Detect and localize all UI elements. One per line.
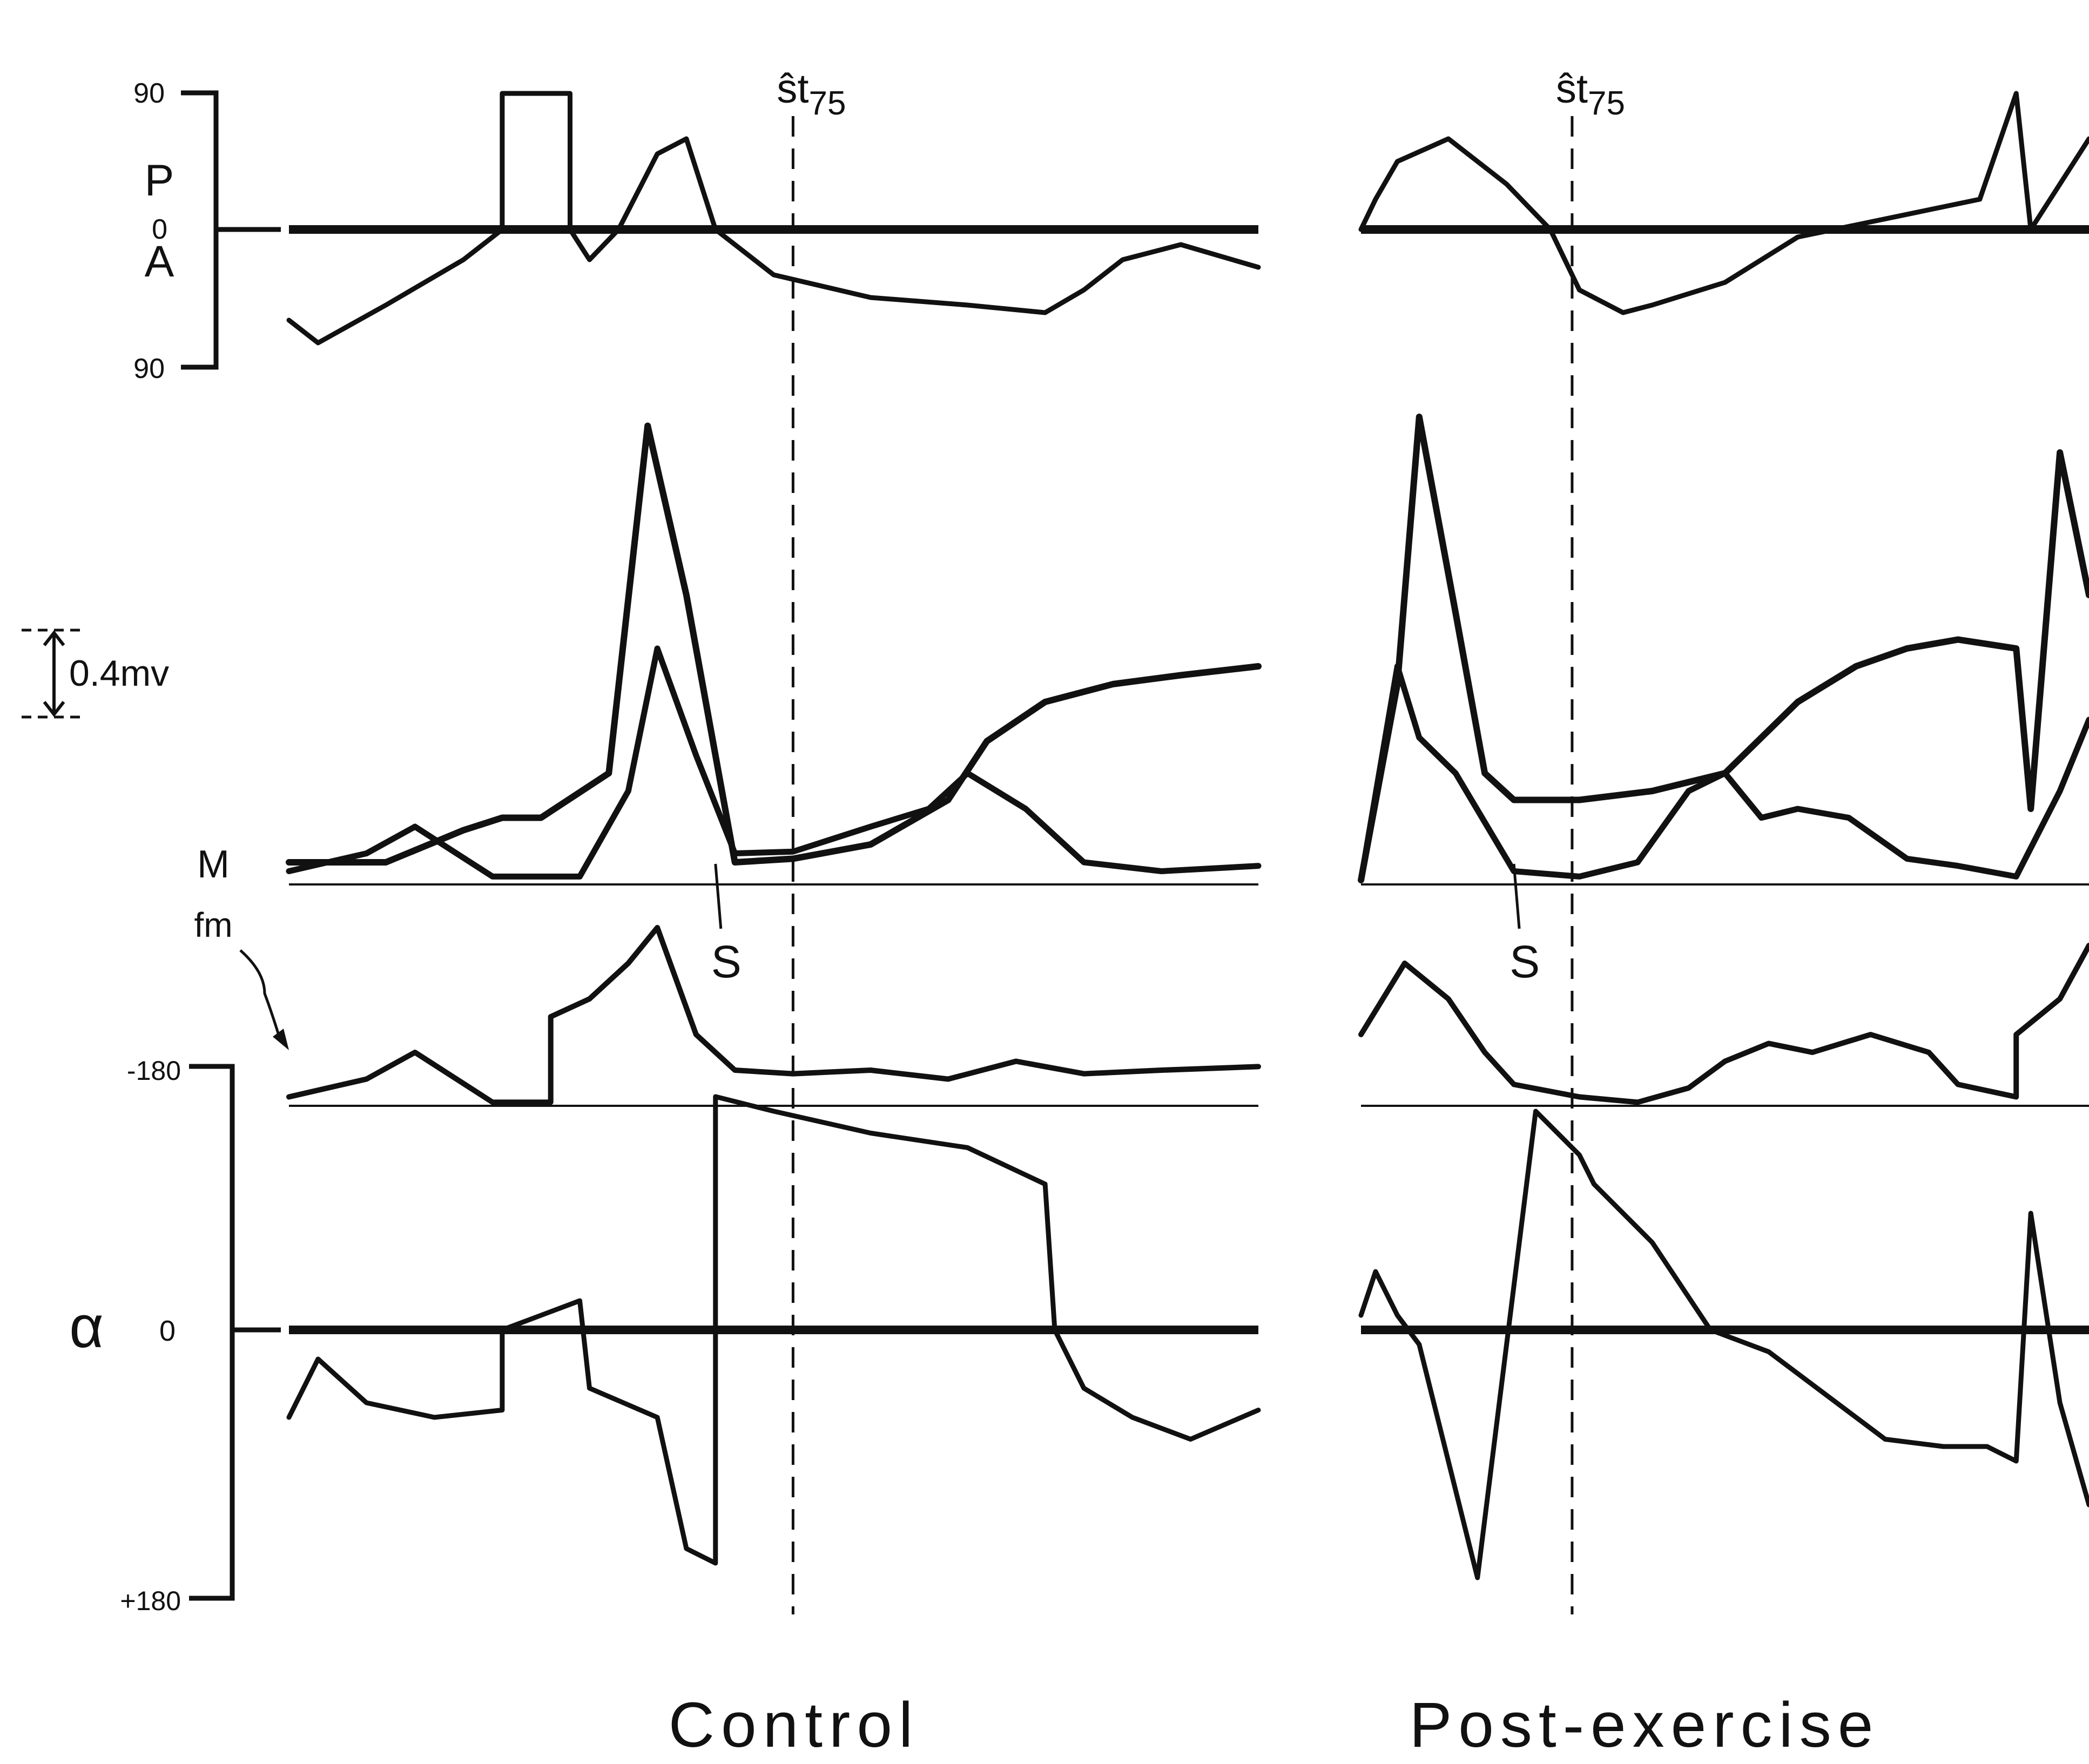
systole-pointer <box>1512 863 1521 929</box>
trace-fm <box>286 925 1261 1105</box>
fm-pointer-arrowhead <box>273 1029 289 1050</box>
trace--deg- <box>286 1094 1261 1566</box>
voltage-scale-bar: 0.4mv <box>22 628 169 719</box>
alpha-top-tick: -180 <box>127 1056 181 1086</box>
trace-m <box>1358 663 2089 883</box>
trace-ecg-upper- <box>286 422 1262 866</box>
control-panel: ŝt75 S Control <box>286 66 1262 1761</box>
post-marker-label: ŝt75 <box>1556 66 1625 122</box>
trace-fm <box>1358 943 2089 1105</box>
voltage-scale-label: 0.4mv <box>69 653 169 694</box>
pa-lower-label: A <box>145 237 174 286</box>
trace-m <box>286 645 1262 880</box>
alpha-axis: -180 0 +180 α <box>69 1056 281 1616</box>
trace-p-a <box>1358 91 2089 315</box>
fm-pointer-arrow <box>239 949 282 1043</box>
post-s-label: S <box>1510 936 1540 987</box>
trace-ecg-upper- <box>1358 414 2089 883</box>
alpha-symbol: α <box>69 1294 104 1360</box>
post-exercise-panel: ŝt75 S Post-exercise <box>1358 66 2089 1761</box>
control-caption: Control <box>669 1689 919 1761</box>
control-s-label: S <box>711 936 742 987</box>
pa-axis: 90 0 90 P A <box>133 78 281 384</box>
pa-bottom-tick: 90 <box>133 353 165 384</box>
trace--deg- <box>1358 1109 2089 1580</box>
pa-top-tick: 90 <box>133 78 165 109</box>
control-marker-label: ŝt75 <box>777 66 846 122</box>
pa-zero-tick: 0 <box>152 214 167 245</box>
alpha-zero-tick: 0 <box>159 1315 176 1347</box>
post-caption: Post-exercise <box>1410 1689 1880 1761</box>
pa-upper-label: P <box>145 156 174 205</box>
alpha-bottom-tick: +180 <box>120 1586 181 1616</box>
m-trace-label: M <box>197 843 230 886</box>
fm-trace-label: fm <box>194 905 232 944</box>
trace-p-a <box>286 91 1261 346</box>
systole-pointer <box>714 863 723 929</box>
